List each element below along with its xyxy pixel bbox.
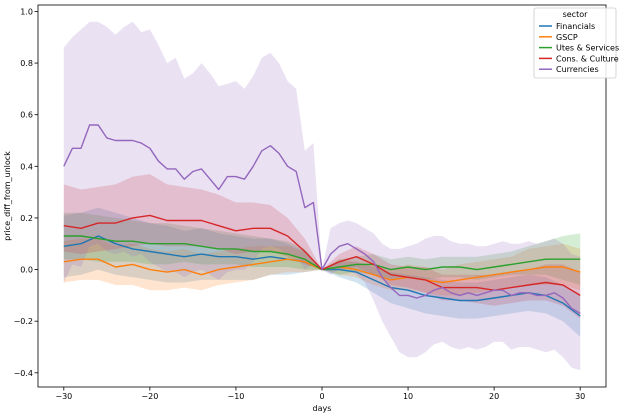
legend-title: sector [563,10,589,19]
legend-box [533,7,617,79]
legend: sector Financials GSCP Utes & ServicesCons… [533,7,619,79]
legend-item: Financials [539,22,595,31]
y-axis-ticks: −0.4 −0.2 0.0 0.2 0.4 0.6 0.8 1.0 [14,7,38,378]
y-tick-label: 0.6 [20,111,33,120]
x-tick-label: 20 [489,392,499,401]
x-tick-label: −20 [141,392,158,401]
legend-label: Financials [556,22,595,31]
x-tick-label: −30 [55,392,72,401]
x-tick-label: −10 [227,392,244,401]
legend-label: GSCP [556,33,578,42]
band-cons-culture [63,174,581,319]
series-lines [63,124,581,317]
band-financials [63,207,581,337]
legend-item: Currencies [539,65,599,74]
y-tick-label: 0.8 [20,59,33,68]
confidence-bands [63,21,581,371]
legend-item: Utes & Services [539,44,619,53]
legend-item: GSCP [539,33,578,42]
y-tick-label: 0.0 [20,266,33,275]
y-tick-label: 0.2 [20,214,33,223]
legend-label: Utes & Services [556,44,619,53]
line-currencies [63,124,581,315]
x-tick-label: 0 [319,392,324,401]
band-currencies [63,21,581,371]
legend-item: Cons. & Culture [539,54,619,63]
y-tick-label: −0.4 [14,369,33,378]
y-axis-label: price_diff_from_unlock [3,151,12,241]
x-axis-label: days [313,404,332,413]
x-tick-label: 30 [575,392,585,401]
y-tick-label: −0.2 [14,317,33,326]
y-tick-label: 1.0 [20,7,33,16]
y-tick-label: 0.4 [20,162,33,171]
x-axis-ticks: −30 −20 −10 0 10 20 30 [55,387,585,401]
x-tick-label: 10 [403,392,413,401]
legend-label: Cons. & Culture [556,54,619,63]
legend-label: Currencies [556,65,599,74]
